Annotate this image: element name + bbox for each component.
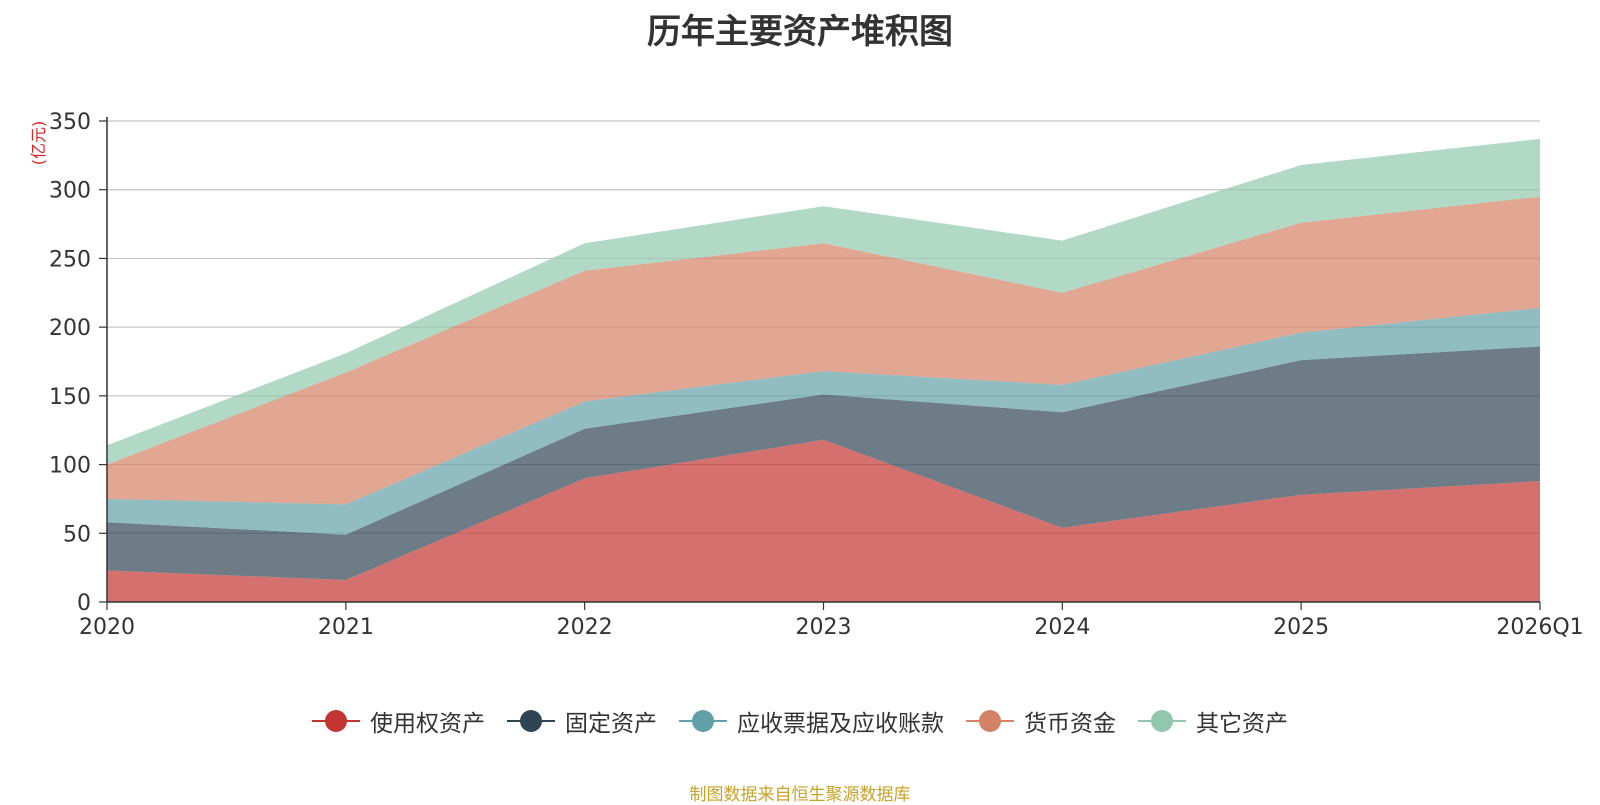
- y-tick-label: 300: [49, 179, 91, 204]
- area-series-4: [107, 138, 1540, 465]
- y-tick-label: 200: [49, 316, 91, 341]
- y-tick-label: 50: [63, 522, 91, 547]
- y-axis-label: (亿元): [29, 121, 48, 166]
- source-note: 制图数据来自恒生聚源数据库: [689, 785, 911, 805]
- y-tick-label: 250: [49, 247, 91, 272]
- legend-item[interactable]: 应收票据及应收账款: [679, 704, 944, 738]
- legend-marker-icon: [312, 709, 360, 733]
- legend-item[interactable]: 使用权资产: [312, 704, 485, 738]
- legend-marker-icon: [1138, 709, 1186, 733]
- y-tick-label: 150: [49, 385, 91, 410]
- legend-label: 应收票据及应收账款: [737, 711, 944, 737]
- legend-item[interactable]: 货币资金: [966, 704, 1116, 738]
- legend-marker-icon: [507, 709, 555, 733]
- y-tick-label: 350: [49, 110, 91, 135]
- area-layer: [107, 138, 1540, 602]
- legend-marker-icon: [966, 709, 1014, 733]
- legend-label: 使用权资产: [370, 711, 485, 737]
- y-tick-label: 0: [77, 591, 91, 616]
- x-tick-label: 2026Q1: [1496, 615, 1583, 640]
- y-tick-label: 100: [49, 454, 91, 479]
- area-series-1: [107, 346, 1540, 580]
- x-tick-label: 2025: [1273, 615, 1329, 640]
- x-tick-label: 2023: [796, 615, 852, 640]
- legend-label: 固定资产: [565, 711, 657, 737]
- legend: 使用权资产 固定资产 应收票据及应收账款 货币资金 其它资产: [0, 704, 1600, 738]
- legend-item[interactable]: 其它资产: [1138, 704, 1288, 738]
- legend-label: 货币资金: [1024, 711, 1116, 737]
- x-tick-label: 2021: [318, 615, 374, 640]
- area-series-3: [107, 196, 1540, 505]
- x-tick-label: 2024: [1034, 615, 1090, 640]
- x-tick-label: 2020: [79, 615, 135, 640]
- legend-marker-icon: [679, 709, 727, 733]
- chart-title: 历年主要资产堆积图: [647, 12, 953, 52]
- x-tick-label: 2022: [557, 615, 613, 640]
- legend-label: 其它资产: [1196, 711, 1288, 737]
- axes: 0 50 100 150 200 250 300 350 2020 2021 2022 2023 202…: [49, 110, 1584, 640]
- area-series-0: [107, 439, 1540, 602]
- legend-item[interactable]: 固定资产: [507, 704, 657, 738]
- area-series-2: [107, 307, 1540, 535]
